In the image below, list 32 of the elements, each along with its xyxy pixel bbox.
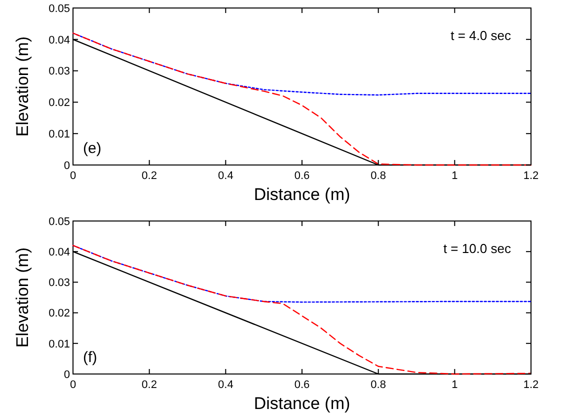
y-axis-title: Elevation (m) bbox=[13, 36, 32, 137]
x-tick-label: 0.2 bbox=[142, 170, 157, 182]
y-tick-label: 0 bbox=[64, 160, 70, 172]
y-tick-label: 0.02 bbox=[48, 308, 70, 320]
y-tick-label: 0.04 bbox=[48, 34, 70, 46]
x-tick-label: 1.2 bbox=[523, 170, 539, 182]
x-tick-label: 1 bbox=[452, 379, 458, 391]
x-tick-label: 0.4 bbox=[218, 379, 234, 391]
y-tick-label: 0.03 bbox=[48, 66, 70, 78]
x-tick-label: 0.8 bbox=[370, 379, 386, 391]
y-tick-label: 0.03 bbox=[48, 277, 70, 290]
y-tick-label: 0.05 bbox=[48, 2, 70, 15]
annotation: t = 4.0 sec bbox=[450, 28, 512, 43]
x-tick-label: 0.8 bbox=[370, 170, 386, 182]
annotation: (e) bbox=[83, 140, 102, 157]
y-tick-label: 0.04 bbox=[48, 246, 70, 258]
y-tick-label: 0 bbox=[64, 368, 70, 381]
x-tick-label: 0.2 bbox=[142, 379, 157, 391]
x-axis-title: Distance (m) bbox=[254, 394, 350, 413]
annotation: (f) bbox=[83, 349, 98, 366]
y-tick-label: 0.05 bbox=[48, 216, 70, 228]
y-tick-label: 0.02 bbox=[48, 97, 70, 110]
y-axis-title: Elevation (m) bbox=[13, 247, 32, 348]
x-tick-label: 1 bbox=[452, 170, 458, 182]
x-tick-label: 1.2 bbox=[523, 379, 539, 391]
y-tick-label: 0.01 bbox=[48, 338, 70, 350]
x-axis-title: Distance (m) bbox=[254, 185, 350, 204]
y-tick-label: 0.01 bbox=[48, 128, 70, 140]
x-tick-label: 0.6 bbox=[294, 379, 310, 391]
annotation: t = 10.0 sec bbox=[443, 241, 512, 256]
x-tick-label: 0.6 bbox=[294, 170, 310, 182]
x-tick-label: 0.4 bbox=[218, 170, 234, 182]
